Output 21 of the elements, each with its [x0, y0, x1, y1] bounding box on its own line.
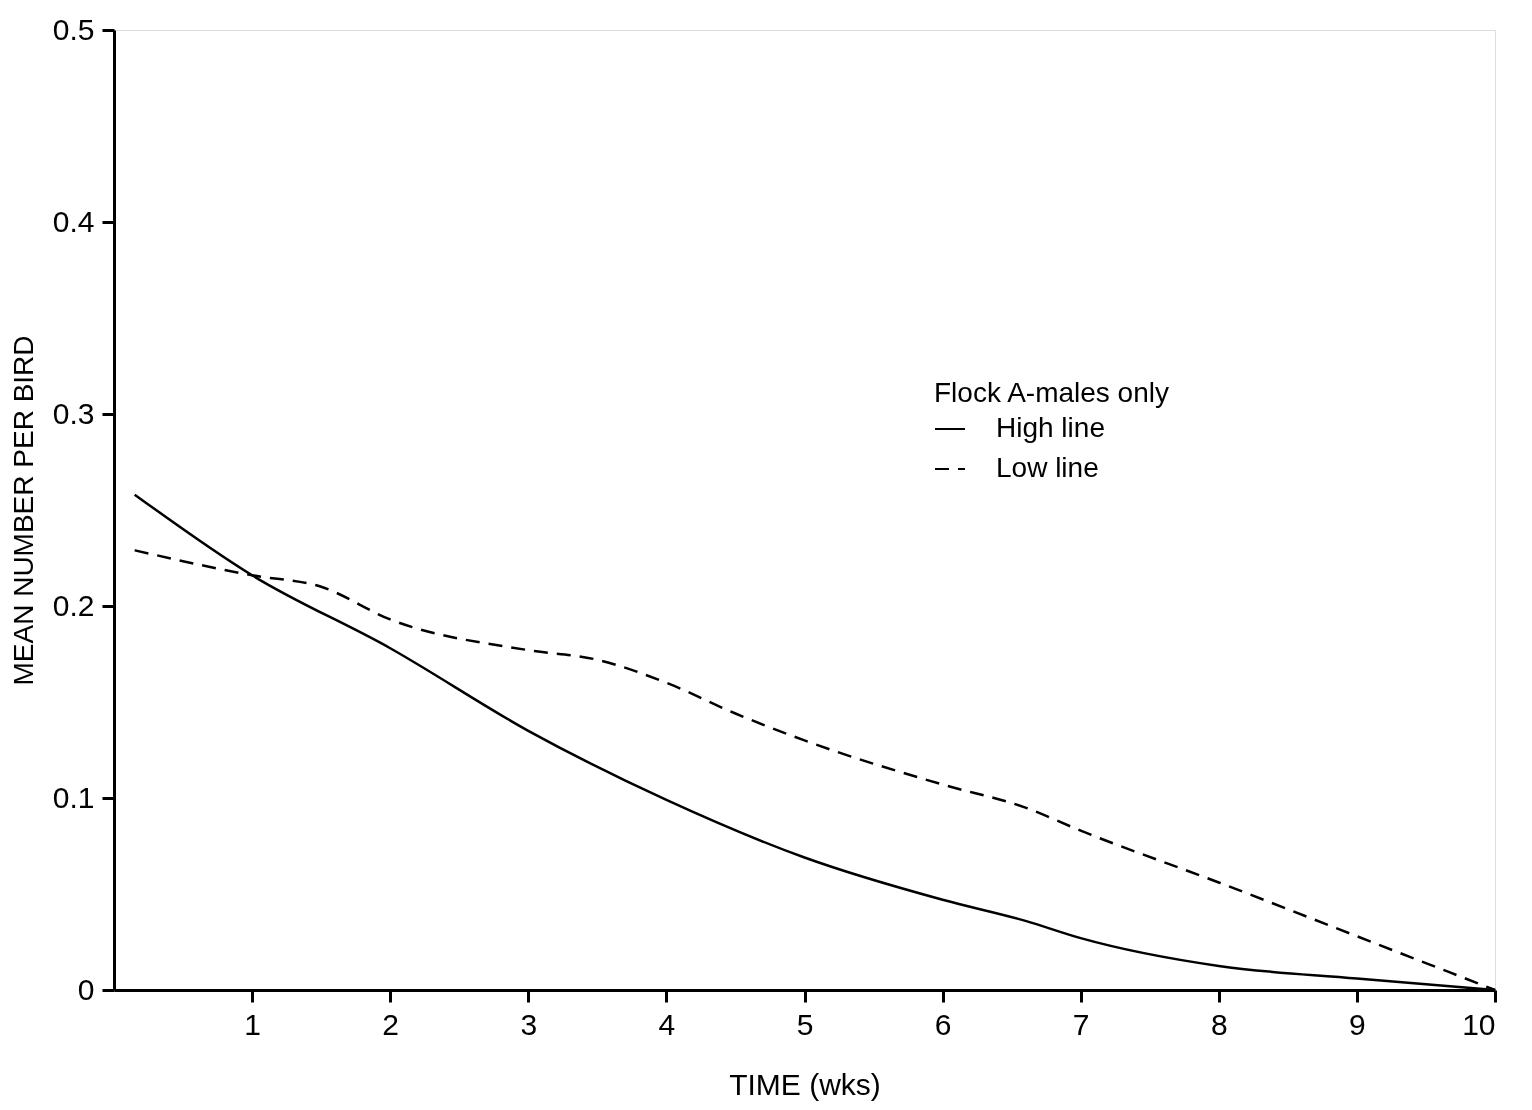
y-tick-label: 0.2 — [52, 588, 95, 622]
y-tick-label: 0.5 — [52, 12, 95, 46]
x-tick-label: 10 — [1462, 1007, 1496, 1041]
y-axis-title: MEAN NUMBER PER BIRD — [7, 335, 39, 686]
x-tick-label: 1 — [244, 1007, 261, 1041]
x-tick-label: 2 — [382, 1007, 400, 1041]
x-tick-label: 3 — [520, 1007, 538, 1041]
x-tick-label: 5 — [796, 1007, 814, 1041]
y-tick-label: 0.3 — [52, 396, 95, 430]
y-tick-label: 0.1 — [52, 780, 95, 814]
legend-label: Low line — [996, 452, 1099, 483]
y-tick-label: 0 — [77, 972, 95, 1006]
x-tick-label: 9 — [1349, 1007, 1366, 1041]
x-tick-label: 8 — [1210, 1007, 1228, 1041]
x-tick-label: 4 — [658, 1007, 676, 1041]
x-axis-title: TIME (wks) — [729, 1067, 881, 1101]
legend-title: Flock A-males only — [934, 377, 1169, 408]
legend-label: High line — [996, 412, 1105, 443]
y-tick-label: 0.4 — [52, 204, 95, 238]
x-tick-label: 7 — [1072, 1007, 1090, 1041]
x-tick-label: 6 — [934, 1007, 952, 1041]
